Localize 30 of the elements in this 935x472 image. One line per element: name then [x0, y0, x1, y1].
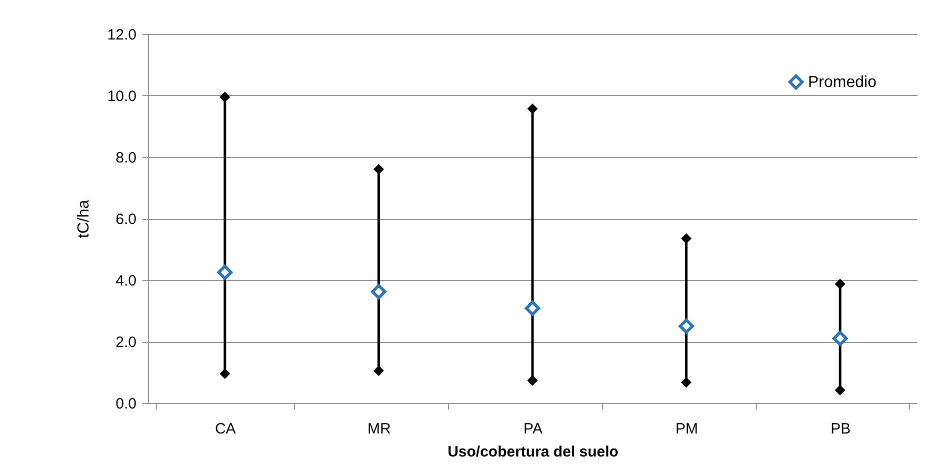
point: [371, 284, 386, 300]
y-tick-label: 0.0: [116, 396, 136, 412]
y-axis-title: tC/ha: [75, 200, 92, 238]
point: [527, 103, 538, 114]
y-tick-label: 12.0: [107, 26, 136, 44]
x-tick-label: PM: [676, 420, 698, 438]
x-tick-label: MR: [368, 420, 392, 438]
point: [834, 384, 846, 396]
point: [524, 300, 540, 316]
point: [220, 92, 230, 102]
y-tick-label: 6.0: [116, 211, 136, 228]
point: [373, 365, 384, 376]
point: [678, 318, 694, 334]
point: [681, 377, 692, 388]
x-tick-label: CA: [214, 420, 236, 438]
point: [834, 278, 846, 290]
y-tick-label: 8.0: [116, 150, 136, 166]
x-tick-label: PB: [830, 420, 851, 438]
x-axis-title: Uso/cobertura del suelo: [448, 444, 618, 460]
point: [373, 164, 384, 175]
point: [527, 375, 538, 386]
point: [832, 330, 848, 346]
point: [220, 368, 230, 380]
x-tick-label: PA: [524, 420, 542, 438]
point: [217, 264, 233, 280]
y-tick-label: 2.0: [116, 334, 136, 351]
y-tick-label: 10.0: [107, 88, 136, 105]
y-tick-label: 4.0: [116, 272, 136, 290]
point: [681, 233, 692, 244]
legend-label: Promedio: [808, 74, 877, 91]
